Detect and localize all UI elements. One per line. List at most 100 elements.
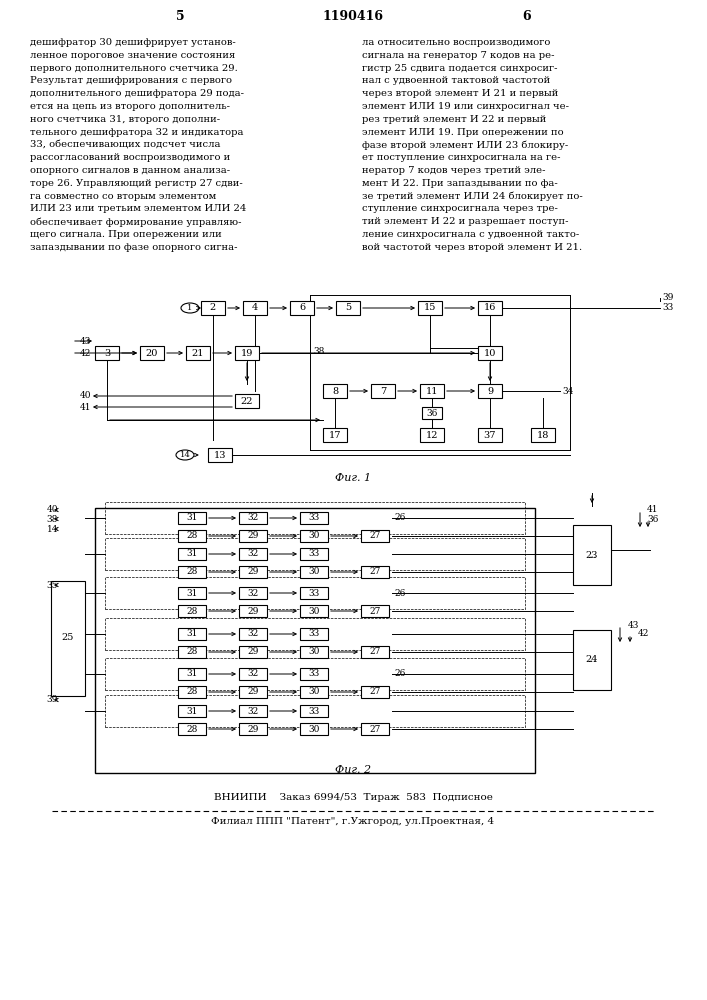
Text: ленное пороговое значение состояния: ленное пороговое значение состояния [30,51,235,60]
Text: 20: 20 [146,349,158,358]
Bar [290,301,314,315]
Text: гистр 25 сдвига подается синхросиг-: гистр 25 сдвига подается синхросиг- [362,64,558,73]
Text: 33: 33 [308,630,320,639]
Text: 29: 29 [247,568,259,576]
Text: дополнительного дешифратора 29 пода-: дополнительного дешифратора 29 пода- [30,89,244,98]
Bar [95,346,119,360]
Bar [422,407,442,419]
Text: ла относительно воспроизводимого: ла относительно воспроизводимого [362,38,550,47]
Text: Фиг. 2: Фиг. 2 [335,765,371,775]
Text: 15: 15 [423,304,436,312]
Bar [478,301,502,315]
Text: 33: 33 [662,304,673,312]
Bar [239,668,267,680]
Text: 32: 32 [247,550,259,558]
Bar [95,508,535,773]
Bar [300,548,328,560]
Bar [420,428,444,442]
Bar [371,384,395,398]
Text: ление синхросигнала с удвоенной такто-: ление синхросигнала с удвоенной такто- [362,230,579,239]
Text: 40: 40 [80,391,91,400]
Bar [178,548,206,560]
Text: ет поступление синхросигнала на ге-: ет поступление синхросигнала на ге- [362,153,561,162]
Bar [239,605,267,617]
Bar [178,605,206,617]
Bar [336,301,360,315]
Text: тий элемент И 22 и разрешает поступ-: тий элемент И 22 и разрешает поступ- [362,217,568,226]
Text: 41: 41 [647,506,658,514]
Bar [300,587,328,599]
Text: 27: 27 [369,568,380,576]
Bar [178,686,206,698]
Bar [478,346,502,360]
Bar [239,628,267,640]
Text: 23: 23 [586,550,598,560]
Text: ...: ... [588,550,597,560]
Text: 31: 31 [187,670,198,678]
Bar [300,628,328,640]
Text: 12: 12 [426,430,438,440]
Bar [178,628,206,640]
Text: 33: 33 [308,514,320,522]
Bar [418,301,442,315]
Text: 29: 29 [247,648,259,656]
Text: 30: 30 [308,648,320,656]
Text: нал с удвоенной тактовой частотой: нал с удвоенной тактовой частотой [362,76,550,85]
Text: 6: 6 [522,9,532,22]
Text: 1: 1 [187,304,193,312]
Text: 11: 11 [426,386,438,395]
Bar [361,646,389,658]
Bar [178,587,206,599]
Text: опорного сигналов в данном анализа-: опорного сигналов в данном анализа- [30,166,230,175]
Text: 14: 14 [47,524,58,534]
Text: 39: 39 [662,294,673,302]
Text: 18: 18 [537,430,549,440]
Bar [105,695,525,727]
Text: ного счетчика 31, второго дополни-: ного счетчика 31, второго дополни- [30,115,220,124]
Bar [361,605,389,617]
Text: 26: 26 [395,588,406,597]
Text: 6: 6 [299,304,305,312]
Text: 24: 24 [586,656,598,664]
Bar [105,502,525,534]
Text: 5: 5 [175,9,185,22]
Text: ВНИИПИ    Заказ 6994/53  Тираж  583  Подписное: ВНИИПИ Заказ 6994/53 Тираж 583 Подписное [214,792,493,802]
Text: ИЛИ 23 или третьим элементом ИЛИ 24: ИЛИ 23 или третьим элементом ИЛИ 24 [30,204,246,213]
Text: 32: 32 [247,670,259,678]
Text: нератор 7 кодов через третий эле-: нератор 7 кодов через третий эле- [362,166,546,175]
Text: 30: 30 [308,688,320,696]
Text: 30: 30 [308,724,320,734]
Text: 26: 26 [395,670,406,678]
Text: 33: 33 [308,670,320,678]
Text: 34: 34 [562,386,573,395]
Text: 32: 32 [247,630,259,639]
Text: 30: 30 [308,568,320,576]
Bar [300,605,328,617]
Ellipse shape [176,450,194,460]
Text: 36: 36 [426,408,438,418]
Text: 30: 30 [308,532,320,540]
Text: 29: 29 [247,724,259,734]
Bar [323,428,347,442]
Text: 43: 43 [80,336,91,346]
Bar [235,346,259,360]
Text: 42: 42 [80,349,91,358]
Text: 27: 27 [369,724,380,734]
Text: ступление синхросигнала через тре-: ступление синхросигнала через тре- [362,204,558,213]
Bar [239,530,267,542]
Text: 42: 42 [638,630,649,639]
Text: 5: 5 [345,304,351,312]
Text: дешифратор 30 дешифрирует установ-: дешифратор 30 дешифрирует установ- [30,38,235,47]
Bar [51,580,85,696]
Text: 32: 32 [247,588,259,597]
Bar [239,512,267,524]
Text: ...: ... [588,656,597,664]
Text: 29: 29 [247,532,259,540]
Text: рез третий элемент И 22 и первый: рез третий элемент И 22 и первый [362,115,547,124]
Text: 28: 28 [187,532,198,540]
Text: сигнала на генератор 7 кодов на ре-: сигнала на генератор 7 кодов на ре- [362,51,554,60]
Text: Фиг. 1: Фиг. 1 [335,473,371,483]
Text: щего сигнала. При опережении или: щего сигнала. При опережении или [30,230,222,239]
Text: 28: 28 [187,606,198,615]
Text: 32: 32 [247,514,259,522]
